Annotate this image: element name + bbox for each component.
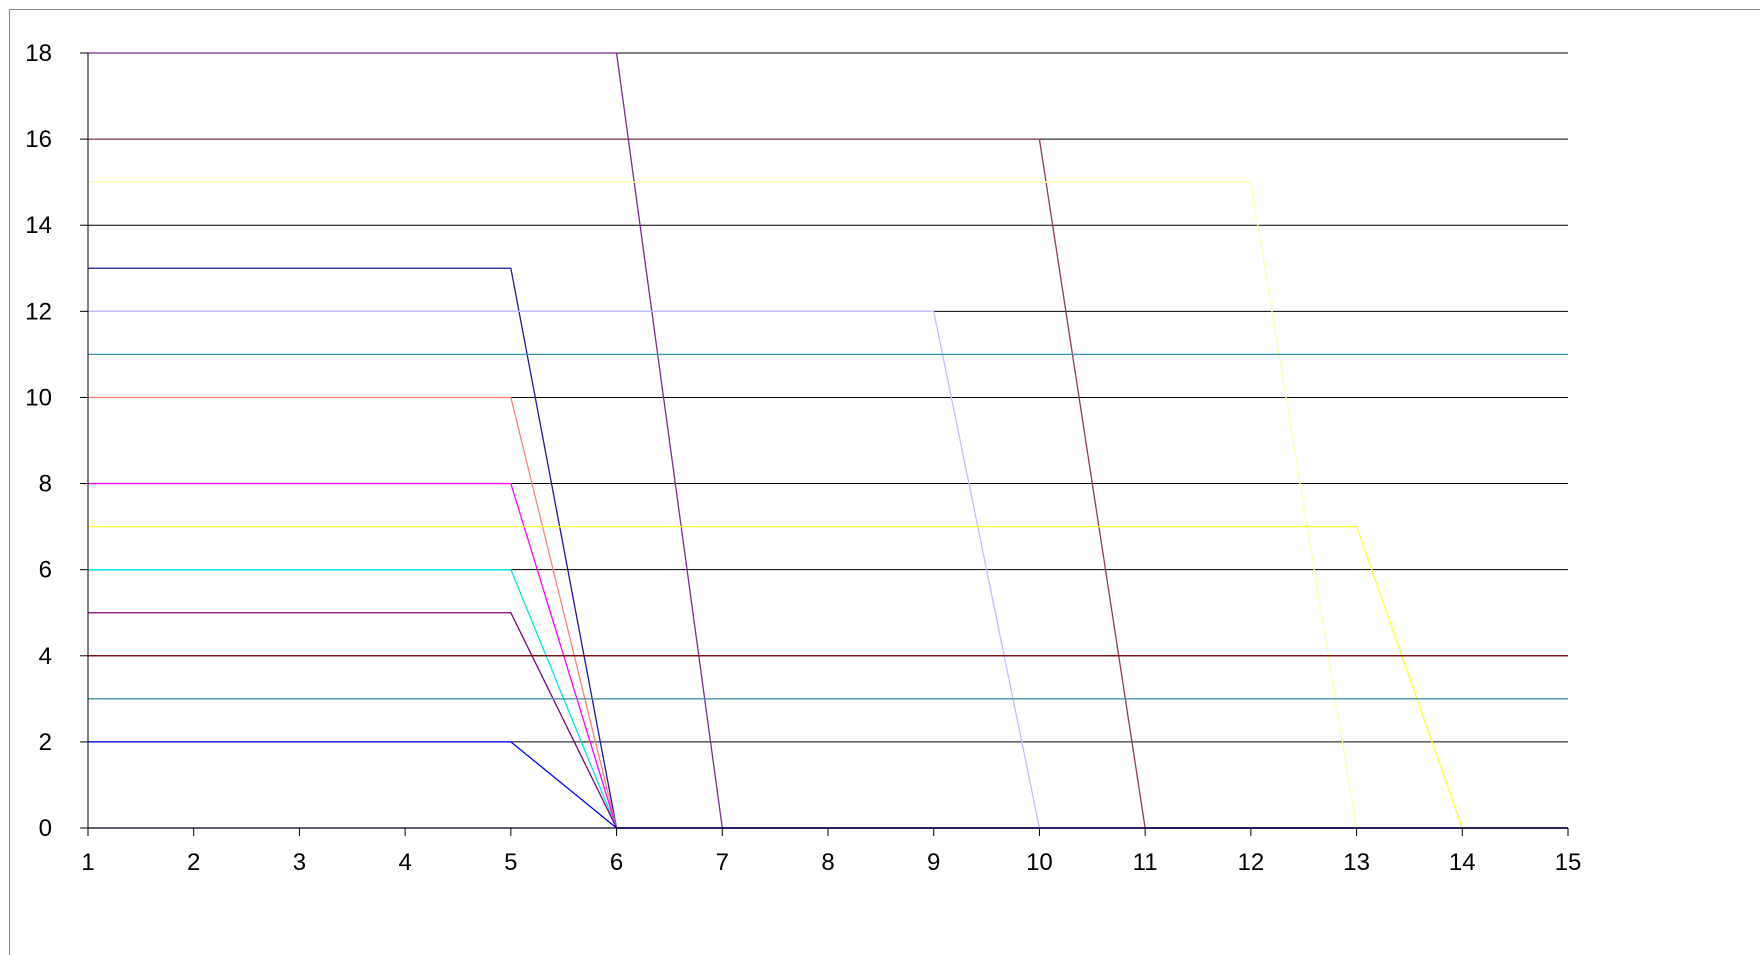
y-tick-label: 12: [25, 298, 52, 325]
series-line-9: [88, 525, 1568, 829]
x-tick-label: 13: [1343, 849, 1370, 876]
x-tick-label: 4: [398, 849, 411, 876]
x-tick-label: 11: [1133, 849, 1158, 876]
chart-area-border: [9, 9, 1760, 955]
x-tick-label: 9: [927, 849, 940, 876]
y-tick-label: 2: [39, 729, 52, 756]
series-line-3: [88, 181, 1568, 829]
series-line-1: [88, 52, 1568, 829]
x-tick-label: 5: [504, 849, 517, 876]
y-tick-label: 18: [25, 40, 52, 67]
x-tick-label: 1: [81, 849, 94, 876]
y-tick-label: 6: [39, 557, 52, 584]
y-tick-label: 14: [25, 212, 52, 239]
y-tick-label: 8: [39, 471, 52, 498]
series-line-4: [88, 267, 1568, 829]
x-tick-label: 3: [293, 849, 306, 876]
y-tick-label: 4: [39, 643, 52, 670]
x-tick-label: 2: [187, 849, 200, 876]
x-tick-label: 7: [716, 849, 729, 876]
series-line-11: [88, 612, 1568, 829]
x-tick-label: 14: [1449, 849, 1476, 876]
x-tick-label: 6: [610, 849, 623, 876]
x-tick-label: 10: [1026, 849, 1053, 876]
y-tick-label: 10: [25, 384, 52, 411]
series-line-14: [88, 741, 1568, 829]
x-tick-label: 8: [821, 849, 834, 876]
y-tick-label: 16: [25, 126, 52, 153]
y-tick-label: 0: [39, 815, 52, 842]
x-tick-label: 12: [1238, 849, 1265, 876]
x-tick-label: 15: [1555, 849, 1582, 876]
